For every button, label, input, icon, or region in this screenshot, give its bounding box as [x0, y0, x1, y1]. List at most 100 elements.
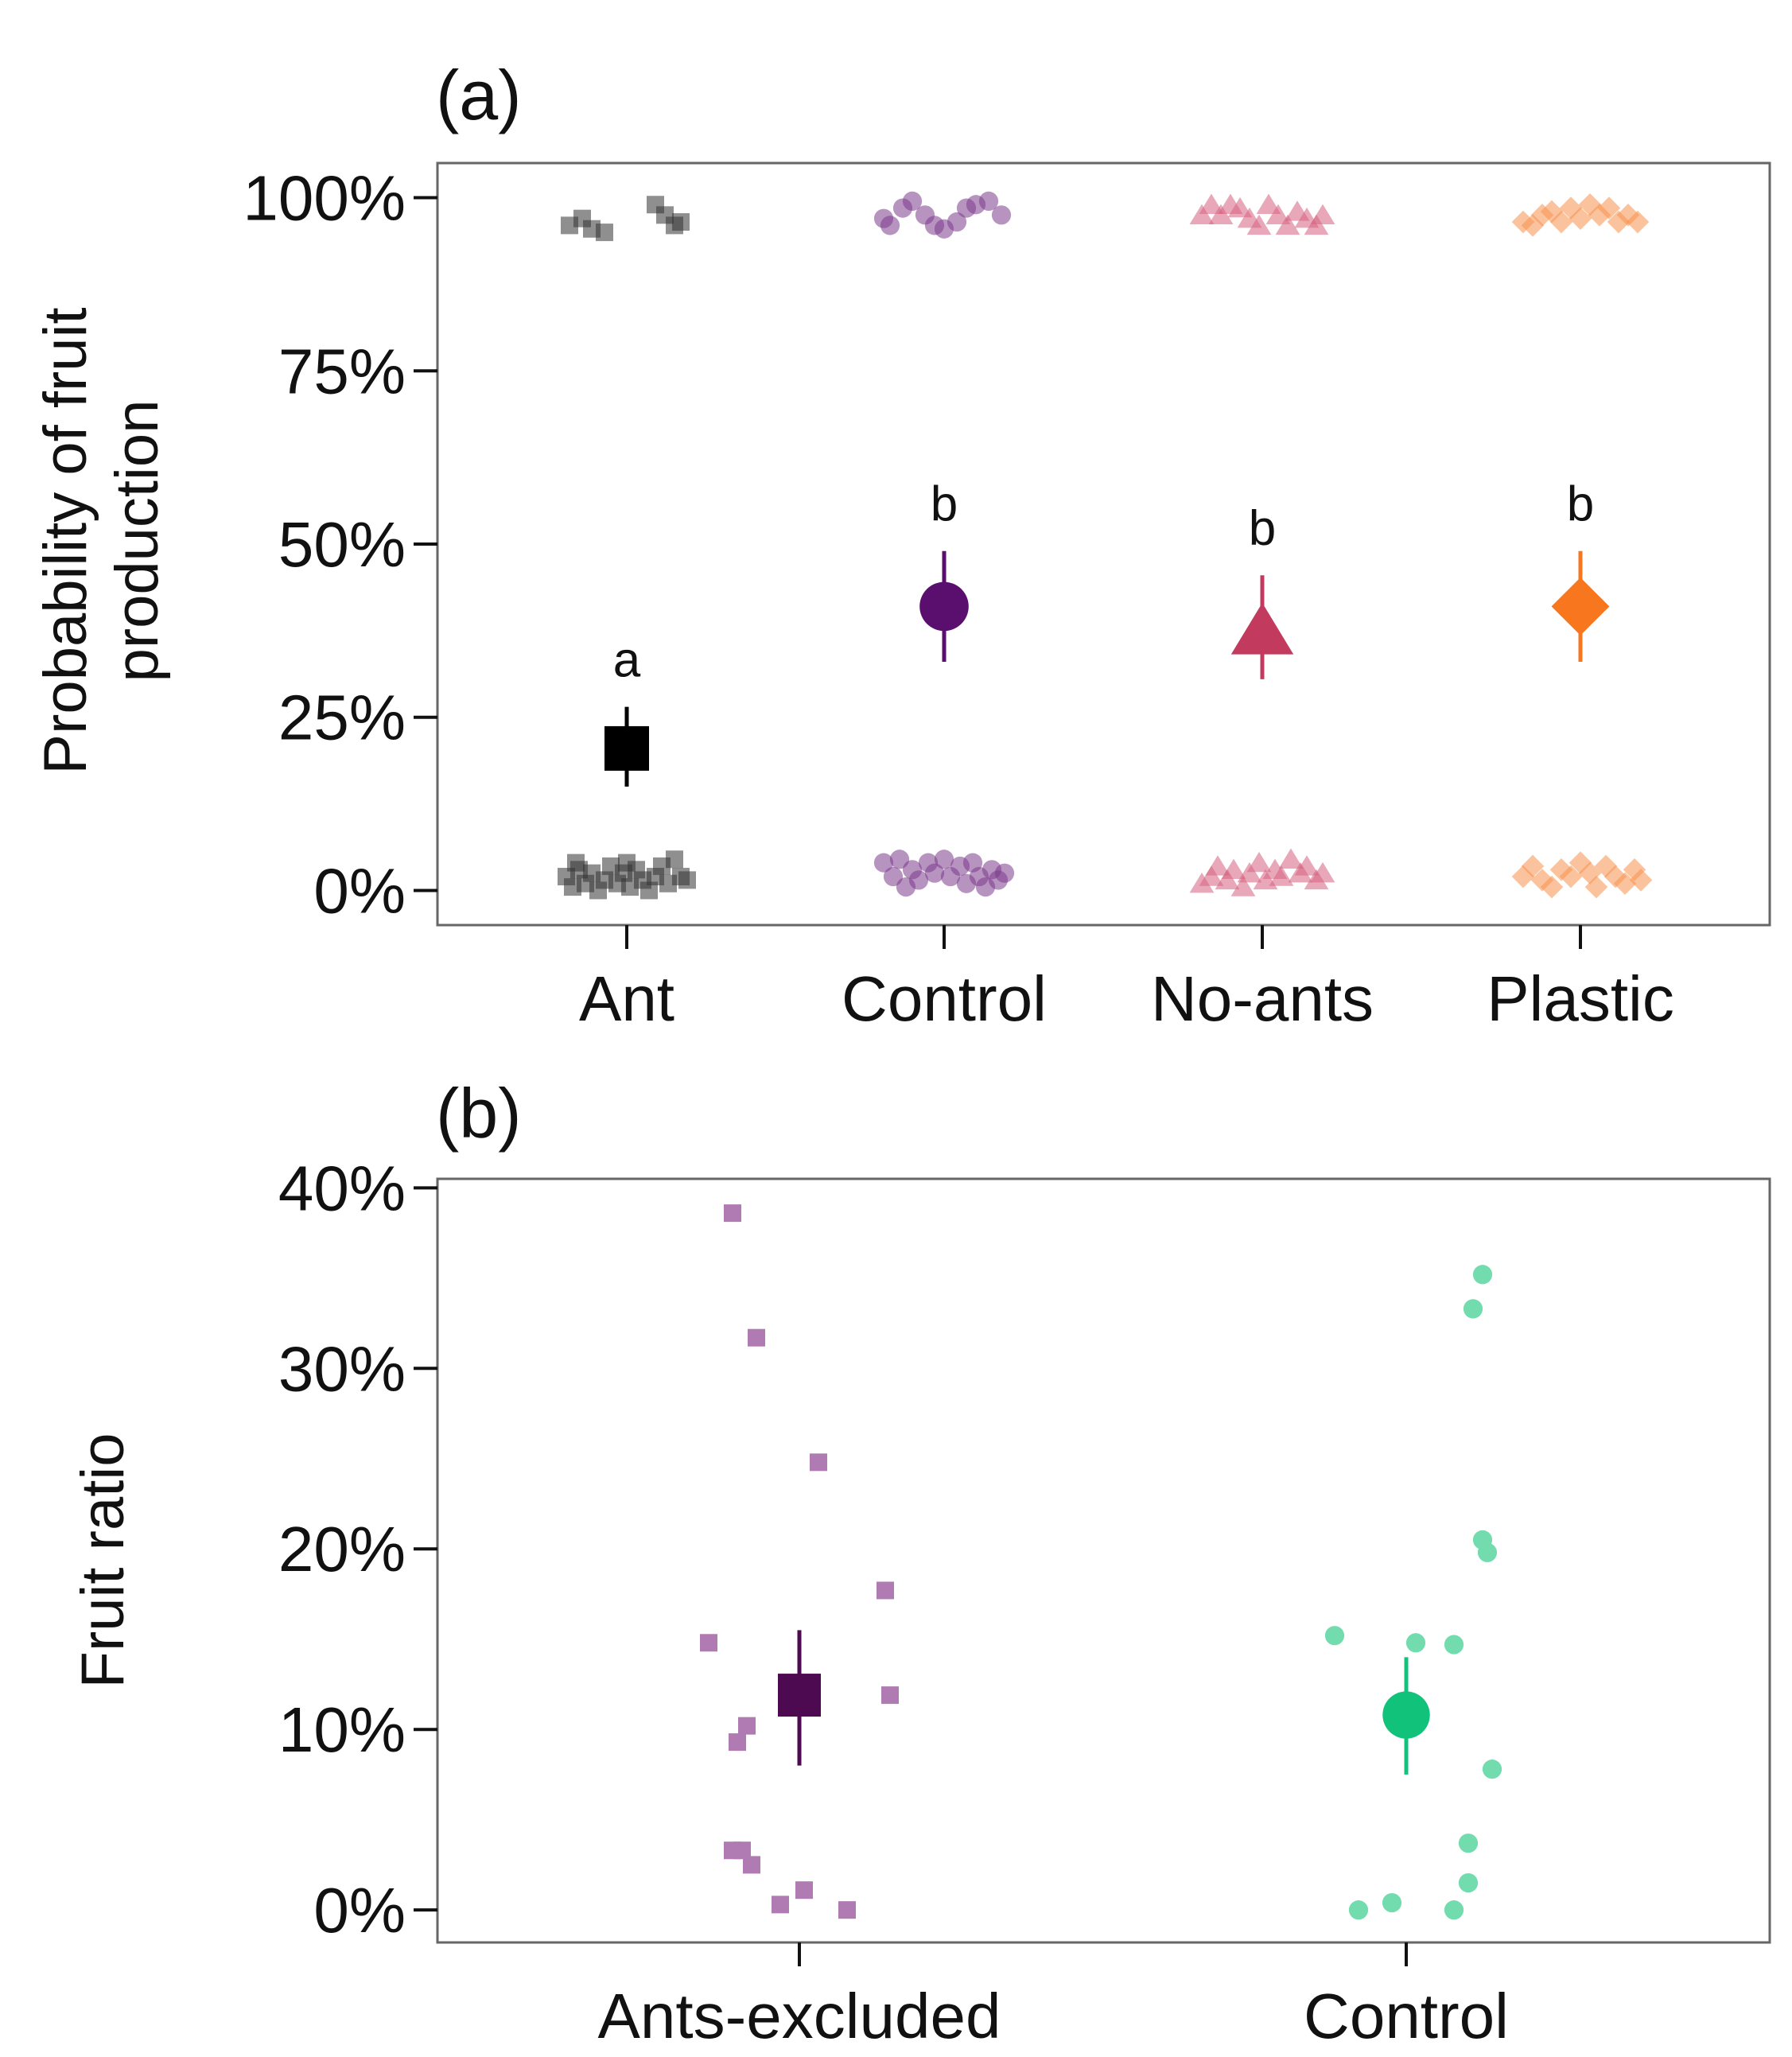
panel-a-ytick-label-4: 100%: [243, 163, 406, 234]
panel-a-point-control-12: [873, 853, 894, 873]
panel-b-point-ants-excluded-3: [877, 1581, 894, 1600]
panel-a-point-plastic-21: [1584, 875, 1608, 899]
panel-a-xtick-label-ant: Ant: [579, 963, 674, 1034]
panel-b-point-control-11: [1382, 1892, 1402, 1913]
panel-b-point-control-1: [1463, 1299, 1483, 1319]
panel-a-point-no-ants-7: [1256, 193, 1281, 214]
panel-a-point-no-ants-16: [1205, 855, 1230, 876]
panel-b-xtick-label-ants-excluded: Ants-excluded: [598, 1981, 1001, 2051]
panel-a-sig-letter-no-ants: b: [1249, 501, 1276, 556]
panel-a-point-ant-29: [618, 854, 636, 872]
panel-a-point-control-20: [934, 850, 954, 869]
panel-b-point-control-3: [1477, 1542, 1498, 1562]
panel-b-x-axis: Ants-excluded Control: [598, 1942, 1509, 2051]
panel-b-point-ants-excluded-12: [772, 1896, 789, 1914]
panel-a-point-control-17: [908, 870, 929, 890]
panel-a-point-plastic-26: [1629, 869, 1653, 892]
panel-b-label: (b): [436, 1074, 522, 1153]
panel-a-point-no-ants-8: [1265, 204, 1291, 225]
panel-a-y-title-line1: Probability of fruit: [32, 307, 99, 774]
panel-a-xtick-label-control: Control: [842, 963, 1047, 1034]
panel-b-point-ants-excluded-1: [748, 1328, 765, 1347]
panel-a-point-control-29: [994, 863, 1015, 883]
panel-a-point-no-ants-21: [1246, 851, 1272, 873]
panel-a-point-no-ants-27: [1294, 855, 1320, 876]
panel-b-point-ants-excluded-5: [881, 1686, 899, 1705]
panel-a-point-no-ants-9: [1275, 214, 1300, 235]
panel-b-point-ants-excluded-10: [743, 1856, 760, 1874]
panel-a-point-control-1: [880, 216, 900, 235]
panel-a-jitter-points: [558, 191, 1653, 900]
panel-b-point-control-8: [1458, 1833, 1479, 1853]
panel-a-point-plastic-24: [1613, 872, 1637, 896]
panel-a-mean-ant: [604, 725, 649, 771]
panel-a-point-no-ants-6: [1246, 214, 1272, 235]
panel-b-ytick-label-0: 0%: [313, 1875, 406, 1946]
panel-a-mean-plastic: [1551, 577, 1610, 636]
panel-b-point-control-6: [1444, 1635, 1464, 1655]
panel-a-point-plastic-14: [1521, 854, 1545, 878]
panel-b-point-ants-excluded-0: [724, 1204, 741, 1223]
panel-a-point-no-ants-4: [1227, 196, 1253, 218]
panel-b-plot-frame: [436, 1177, 1771, 1944]
panel-a-point-control-3: [902, 191, 923, 211]
panel-a-sig-letter-ant: a: [613, 633, 641, 688]
panel-a-point-no-ants-19: [1230, 876, 1256, 896]
panel-a-ytick-label-1: 25%: [278, 682, 406, 753]
panel-a-point-no-ants-1: [1199, 193, 1224, 214]
panel-a-ytick-label-3: 75%: [278, 336, 406, 406]
panel-b-xtick-label-control: Control: [1304, 1981, 1509, 2051]
panel-a-point-no-ants-0: [1189, 204, 1215, 225]
panel-a-label: (a): [436, 56, 522, 134]
panel-b-point-ants-excluded-7: [729, 1733, 746, 1752]
panel-a-point-ant-21: [640, 881, 658, 900]
panel-a-xtick-label-plastic: Plastic: [1487, 963, 1674, 1034]
panel-a-point-no-ants-29: [1310, 861, 1335, 883]
panel-a-x-axis: Ant Control No-ants Plastic: [579, 925, 1674, 1034]
panel-a-point-plastic-12: [1626, 210, 1650, 234]
panel-b-jitter-points: [700, 1204, 1502, 1920]
panel-a-point-control-19: [924, 863, 945, 883]
panel-a-point-no-ants-15: [1199, 865, 1224, 886]
panel-a-sig-letter-control: b: [931, 477, 958, 532]
panel-b-mean-control: [1382, 1691, 1430, 1739]
panel-b-point-control-9: [1458, 1873, 1479, 1893]
panel-b-point-control-4: [1324, 1626, 1345, 1646]
panel-a-point-no-ants-13: [1310, 204, 1335, 225]
panel-a-point-plastic-9: [1597, 196, 1621, 220]
panel-b-y-title: Fruit ratio: [69, 1433, 137, 1689]
panel-a-point-no-ants-24: [1269, 865, 1294, 886]
panel-b-ytick-label-4: 40%: [278, 1153, 406, 1223]
panel-b-ytick-label-3: 30%: [278, 1333, 406, 1404]
panel-a-point-plastic-3: [1540, 200, 1564, 224]
panel-a-ytick-label-2: 50%: [278, 509, 406, 580]
panel-a-point-control-14: [889, 850, 910, 869]
panel-b-point-control-12: [1444, 1900, 1464, 1920]
panel-a-ytick-label-0: 0%: [313, 855, 406, 926]
panel-b-point-control-0: [1472, 1265, 1493, 1285]
panel-a-y-axis: 0% 25% 50% 75% 100%: [243, 163, 437, 926]
panel-b-point-ants-excluded-9: [733, 1841, 751, 1860]
panel-a-point-no-ants-18: [1221, 858, 1246, 880]
panel-b-point-ants-excluded-13: [838, 1901, 856, 1919]
panel-b-ytick-label-1: 10%: [278, 1694, 406, 1765]
panel-a-point-ant-7: [672, 213, 690, 231]
panel-b-point-ants-excluded-11: [795, 1881, 813, 1900]
panel-a-point-ant-27: [678, 871, 696, 889]
panel-a-point-no-ants-20: [1237, 861, 1262, 883]
panel-a-point-plastic-6: [1568, 207, 1592, 230]
panel-a-point-no-ants-17: [1215, 869, 1240, 890]
panel-a-point-no-ants-25: [1278, 848, 1304, 869]
panel-a-xtick-label-no-ants: No-ants: [1151, 963, 1374, 1034]
panel-a-point-no-ants-2: [1208, 204, 1234, 225]
panel-a-point-control-13: [883, 866, 904, 887]
panel-a-point-control-7: [947, 212, 967, 232]
panel-b-point-ants-excluded-6: [738, 1717, 756, 1735]
panel-a: (a) 0% 25% 50% 75% 100% Ant Control No-ants Pla…: [32, 56, 1771, 1034]
panel-b-point-control-10: [1348, 1900, 1369, 1920]
panel-b-point-control-5: [1405, 1633, 1426, 1653]
panel-b-mean-estimates: [778, 1630, 1430, 1775]
panel-a-point-ant-28: [567, 854, 585, 872]
panel-b-point-ants-excluded-2: [810, 1453, 827, 1472]
